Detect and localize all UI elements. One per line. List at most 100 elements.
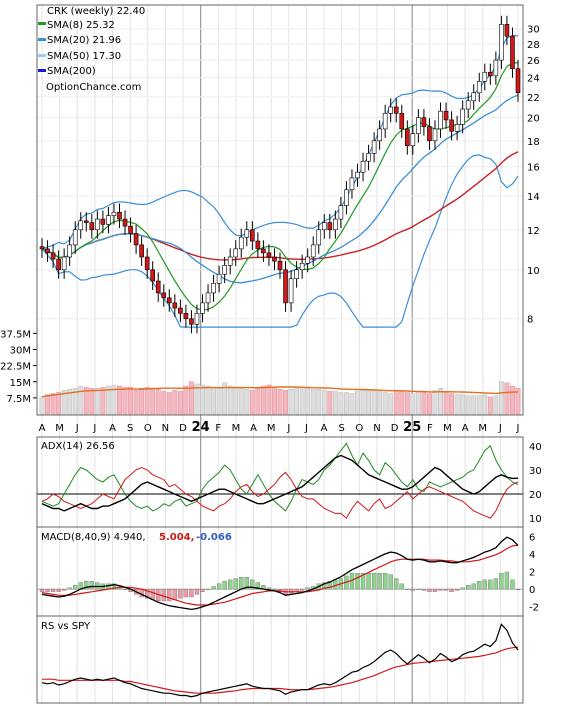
macd-histogram-bar <box>388 574 393 590</box>
volume-bar <box>100 386 106 415</box>
volume-bar <box>432 390 438 415</box>
volume-bar <box>260 385 266 415</box>
volume-bar <box>338 392 344 415</box>
volume-bar <box>371 390 377 415</box>
volume-bar <box>277 389 283 415</box>
macd-histogram-bar <box>383 573 388 590</box>
volume-bar <box>244 389 250 415</box>
candle-body <box>294 269 299 280</box>
candle-body <box>161 292 167 299</box>
macd-histogram-bar <box>111 583 117 590</box>
candle-body <box>261 248 266 254</box>
minus-di-line <box>41 466 519 519</box>
candle-body <box>482 71 488 82</box>
volume-bar <box>421 392 427 415</box>
volume-tick-label: 7.5M <box>6 394 31 405</box>
month-tick-label: J <box>516 423 520 434</box>
candle-body <box>371 140 377 154</box>
volume-bar <box>122 386 128 415</box>
macd-histogram-bar <box>266 587 272 590</box>
adx-tick-label: 30 <box>529 466 542 477</box>
volume-bar <box>283 390 288 415</box>
volume-bar <box>327 391 333 415</box>
candle-body <box>504 24 510 37</box>
volume-bar <box>200 384 205 415</box>
macd-histogram-bar <box>355 573 360 590</box>
month-tick-label: J <box>92 423 96 434</box>
candle-body <box>39 246 45 250</box>
volume-bar <box>343 392 349 415</box>
volume-bar <box>288 389 294 415</box>
volume-bar <box>487 396 493 415</box>
macd-tick-label: -2 <box>529 603 539 614</box>
candle-body <box>388 106 393 114</box>
volume-bar <box>410 393 416 415</box>
candle-body <box>106 215 111 225</box>
macd-histogram-bar <box>67 587 72 590</box>
sma50-swatch <box>38 54 46 57</box>
volume-bar <box>294 387 300 415</box>
macd-histogram-bar <box>333 579 338 590</box>
volume-bar <box>194 383 200 415</box>
volume-bar <box>482 394 488 415</box>
bollinger-bands <box>41 34 519 328</box>
macd-histogram-bar <box>493 578 499 590</box>
candle-body <box>172 302 178 309</box>
candle-body <box>277 260 283 271</box>
legend-sma8: SMA(8) 25.32 <box>47 20 115 31</box>
candle-body <box>178 307 183 314</box>
candle-body <box>377 128 382 142</box>
volume-bar <box>299 386 305 415</box>
candle-body <box>488 71 493 77</box>
candle-body <box>139 244 144 258</box>
macd-histogram-bar <box>488 579 493 590</box>
volume-bar <box>504 382 510 415</box>
macd-histogram-bar <box>161 588 166 602</box>
candle-body <box>454 124 460 132</box>
volume-bar <box>189 381 194 415</box>
volume-bar <box>56 392 62 415</box>
macd-tick-label: 0 <box>529 585 535 596</box>
volume-bar <box>39 396 45 415</box>
price-tick-label: 30 <box>527 25 540 36</box>
volume-bar <box>510 385 515 415</box>
month-tick-label: A <box>39 423 46 434</box>
candle-body <box>382 113 388 130</box>
macd-histogram-bar <box>438 588 443 591</box>
candle-body <box>393 106 399 114</box>
candle-body <box>122 218 128 227</box>
candle-body <box>510 35 515 70</box>
month-tick-label: N <box>373 423 380 434</box>
volume-bar <box>94 387 100 415</box>
price-tick-label: 24 <box>527 74 540 85</box>
plus-di-line <box>41 442 519 512</box>
volume-bar <box>360 390 366 415</box>
volume-bar <box>427 393 432 415</box>
adx-line <box>41 454 519 512</box>
month-tick-label: D <box>179 423 187 434</box>
volume-bar <box>144 386 150 415</box>
candle-body <box>272 256 277 262</box>
macd-histogram-bar <box>145 588 150 599</box>
candle-body <box>83 220 89 223</box>
volume-bar <box>310 389 316 415</box>
volume-bar <box>183 385 189 415</box>
candle-body <box>155 280 161 294</box>
macd-histogram-bar <box>377 573 382 590</box>
candle-body <box>476 81 482 94</box>
rs-label: RS vs SPY <box>41 621 91 632</box>
candle-body <box>95 218 100 231</box>
candle-body <box>72 229 78 246</box>
macd-histogram-bar <box>89 581 94 590</box>
candle-body <box>250 229 255 242</box>
volume-bar <box>316 389 322 415</box>
candle-body <box>144 256 150 271</box>
month-tick-label: J <box>286 423 290 434</box>
volume-bar <box>155 389 161 415</box>
month-tick-label: M <box>478 423 487 434</box>
macd-signal-line <box>41 544 519 606</box>
volume-bar <box>205 385 211 415</box>
candle-body <box>499 24 504 61</box>
candle-body <box>427 126 432 142</box>
